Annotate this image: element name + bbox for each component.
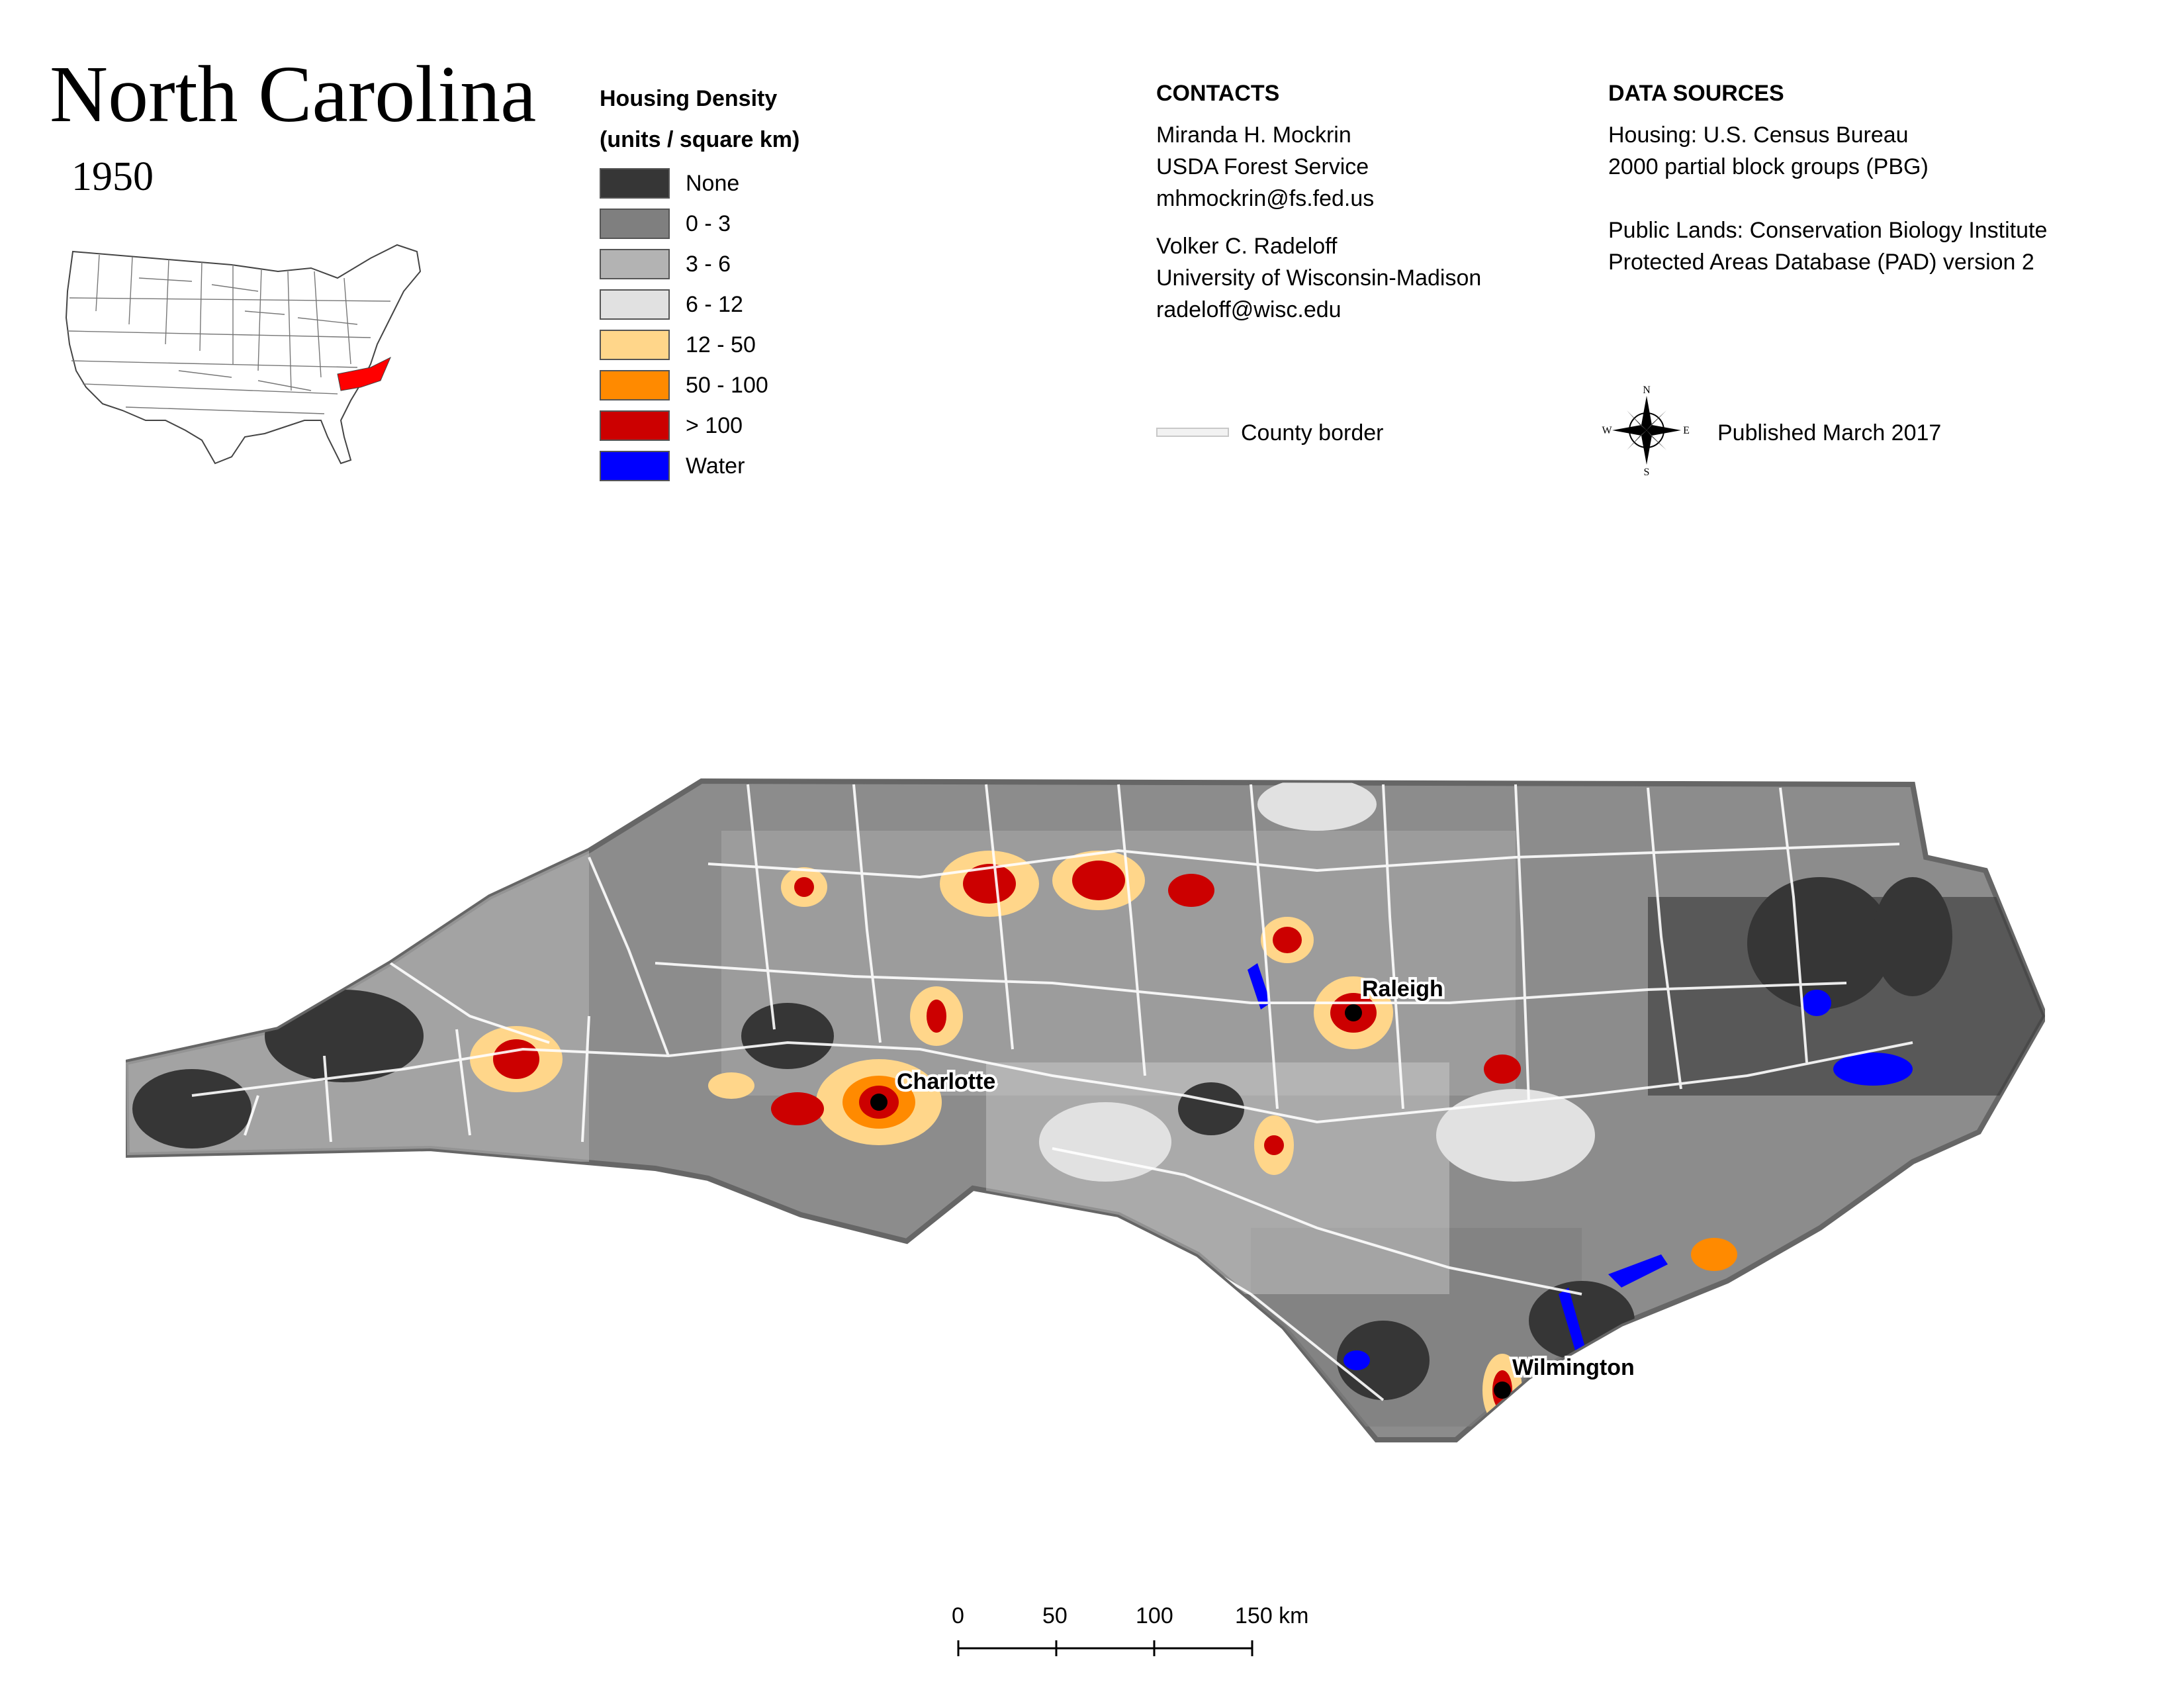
legend-title-line1: Housing Density [600, 86, 778, 111]
legend-item: 50 - 100 [600, 369, 768, 402]
source-housing-line2: 2000 partial block groups (PBG) [1608, 154, 1929, 179]
source-housing: Housing: U.S. Census Bureau 2000 partial… [1608, 119, 1929, 183]
wilmington-marker [1494, 1382, 1511, 1399]
county-border-swatch [1156, 428, 1229, 437]
published-date: Published March 2017 [1717, 420, 1942, 445]
scale-label-150: 150 km [1235, 1603, 1309, 1628]
us-outline [65, 244, 422, 465]
compass-n: N [1643, 385, 1651, 396]
compass-w: W [1602, 425, 1612, 436]
legend-item: 3 - 6 [600, 248, 731, 281]
map-title: North Carolina [50, 50, 537, 139]
legend-label: 6 - 12 [686, 291, 743, 317]
source-public-lands: Public Lands: Conservation Biology Insti… [1608, 214, 2047, 278]
legend-label: None [686, 170, 740, 196]
legend-swatch [600, 168, 670, 199]
compass-s: S [1644, 467, 1650, 477]
legend-title: Housing Density (units / square km) [600, 78, 799, 160]
legend-item: 12 - 50 [600, 328, 756, 361]
contact2-org: University of Wisconsin-Madison [1156, 265, 1482, 291]
contact1-name: Miranda H. Mockrin [1156, 122, 1351, 148]
legend-swatch [600, 330, 670, 360]
contacts-heading: CONTACTS [1156, 81, 1280, 106]
contact-person1: Miranda H. Mockrin USDA Forest Service m… [1156, 119, 1374, 214]
legend-item: > 100 [600, 409, 743, 442]
legend-swatch [600, 209, 670, 239]
legend-item: Water [600, 449, 745, 483]
contact-person2: Volker C. Radeloff University of Wiscons… [1156, 230, 1481, 326]
legend-swatch [600, 370, 670, 400]
legend-label: 12 - 50 [686, 332, 756, 357]
county-borders [191, 784, 1913, 1401]
water-bodies [1248, 963, 1913, 1370]
legend-item: 6 - 12 [600, 288, 743, 321]
legend-label: 3 - 6 [686, 251, 731, 277]
contact1-org: USDA Forest Service [1156, 154, 1369, 179]
city-label-raleigh: Raleigh [1362, 976, 1443, 1002]
legend-swatch [600, 289, 670, 320]
legend-label: > 100 [686, 412, 743, 438]
raleigh-marker [1345, 1004, 1362, 1021]
charlotte-marker [870, 1094, 887, 1111]
us-inset-map [65, 244, 422, 465]
legend-swatch [600, 451, 670, 481]
contact2-name: Volker C. Radeloff [1156, 234, 1338, 259]
legend-swatch [600, 249, 670, 279]
contact1-email: mhmockrin@fs.fed.us [1156, 186, 1375, 211]
source-lands-line2: Protected Areas Database (PAD) version 2 [1608, 250, 2034, 275]
legend-label: 50 - 100 [686, 372, 768, 398]
scale-bar [957, 1640, 1253, 1656]
source-housing-line1: Housing: U.S. Census Bureau [1608, 122, 1909, 148]
scale-label-50: 50 [1042, 1603, 1068, 1628]
scale-label-0: 0 [952, 1603, 964, 1628]
contact2-email: radeloff@wisc.edu [1156, 297, 1342, 322]
sources-heading: DATA SOURCES [1608, 81, 1784, 106]
city-label-charlotte: Charlotte [897, 1069, 995, 1094]
legend-item: 0 - 3 [600, 207, 731, 240]
legend-label: 0 - 3 [686, 211, 731, 236]
city-label-wilmington: Wilmington [1512, 1355, 1635, 1380]
legend-label: Water [686, 453, 745, 479]
legend-swatch [600, 410, 670, 441]
state-borders [67, 254, 391, 414]
source-lands-line1: Public Lands: Conservation Biology Insti… [1608, 218, 2048, 243]
county-border-label: County border [1241, 420, 1384, 445]
nc-highlight [337, 356, 391, 391]
legend-item: None [600, 167, 739, 200]
compass-e: E [1683, 425, 1690, 436]
nc-housing-density-map: Charlotte Raleigh Wilmington [126, 778, 2045, 1442]
map-year: 1950 [71, 154, 154, 199]
legend-title-line2: (units / square km) [600, 127, 800, 152]
compass-rose-icon: N S E W [1602, 385, 1690, 477]
scale-label-100: 100 [1136, 1603, 1173, 1628]
